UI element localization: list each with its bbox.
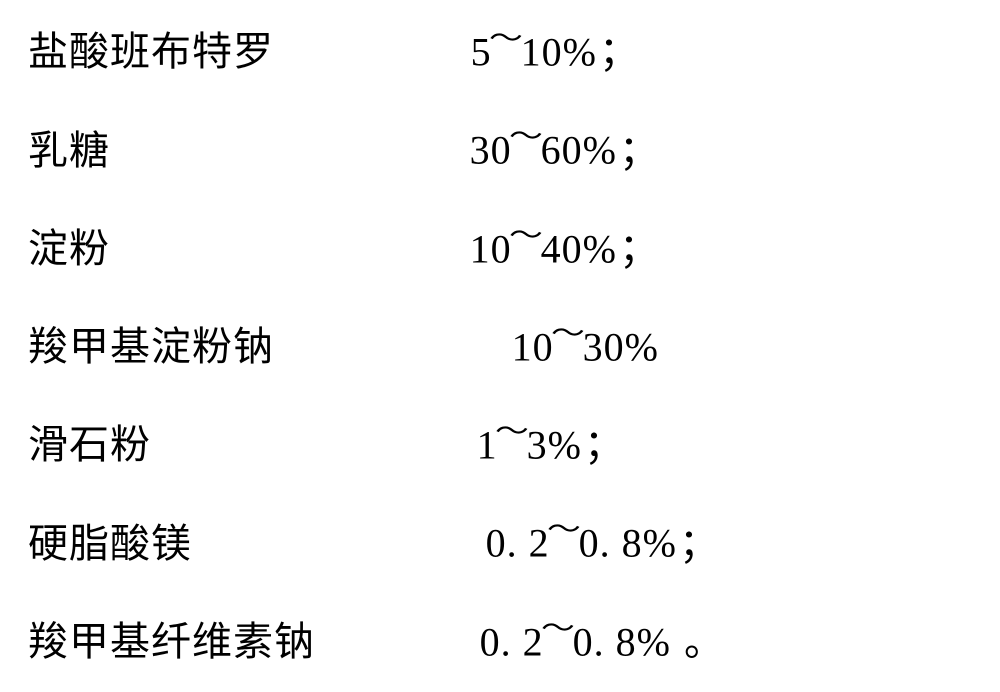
punct: ； xyxy=(619,128,660,173)
range-high: 3% xyxy=(527,422,582,467)
ingredient-row: 羧甲基淀粉钠 10～30% xyxy=(28,325,960,367)
range-low: 10 xyxy=(512,324,554,369)
range-low: 10 xyxy=(470,226,512,271)
tilde-icon: ～ xyxy=(489,26,524,52)
ingredient-value: 1～3%； xyxy=(477,423,960,465)
ingredient-row: 滑石粉 1～3%； xyxy=(28,423,960,465)
ingredient-row: 乳糖 30～60%； xyxy=(28,128,960,170)
tilde-icon: ～ xyxy=(547,517,582,543)
punct: ； xyxy=(619,226,660,271)
range-low: 30 xyxy=(470,128,512,173)
ingredient-value: 10～40%； xyxy=(470,227,960,269)
formulation-list: 盐酸班布特罗 5～10%； 乳糖 30～60%； 淀粉 10～40%； 羧甲基淀… xyxy=(0,0,1000,692)
ingredient-value: 30～60%； xyxy=(470,128,960,170)
ingredient-value: 5～10%； xyxy=(471,30,960,72)
ingredient-name: 羧甲基淀粉钠 xyxy=(28,327,274,367)
range-high: 0. 8% xyxy=(573,619,671,664)
ingredient-name: 淀粉 xyxy=(28,229,110,269)
ingredient-name: 硬脂酸镁 xyxy=(28,524,192,564)
tilde-icon: ～ xyxy=(509,223,544,249)
range-low: 0. 2 xyxy=(486,521,550,566)
punct: ； xyxy=(584,422,625,467)
punct: ； xyxy=(599,29,640,74)
range-low: 0. 2 xyxy=(480,619,544,664)
tilde-icon: ～ xyxy=(541,616,576,642)
ingredient-value: 0. 2～0. 8%； xyxy=(486,521,960,563)
range-high: 40% xyxy=(541,226,617,271)
ingredient-name: 乳糖 xyxy=(28,131,110,171)
ingredient-name: 盐酸班布特罗 xyxy=(28,32,274,72)
range-high: 0. 8% xyxy=(579,521,677,566)
ingredient-name: 羧甲基纤维素钠 xyxy=(28,622,315,662)
range-high: 60% xyxy=(541,128,617,173)
range-high: 30% xyxy=(583,324,659,369)
tilde-icon: ～ xyxy=(495,419,530,445)
ingredient-name: 滑石粉 xyxy=(28,425,151,465)
range-high: 10% xyxy=(521,29,597,74)
ingredient-row: 硬脂酸镁 0. 2～0. 8%； xyxy=(28,521,960,563)
punct: 。 xyxy=(673,619,725,664)
tilde-icon: ～ xyxy=(551,321,586,347)
ingredient-row: 淀粉 10～40%； xyxy=(28,227,960,269)
punct: ； xyxy=(679,521,720,566)
ingredient-row: 盐酸班布特罗 5～10%； xyxy=(28,30,960,72)
ingredient-value: 10～30% xyxy=(512,325,960,367)
ingredient-value: 0. 2～0. 8% 。 xyxy=(480,620,960,662)
ingredient-row: 羧甲基纤维素钠 0. 2～0. 8% 。 xyxy=(28,620,960,662)
tilde-icon: ～ xyxy=(509,124,544,150)
